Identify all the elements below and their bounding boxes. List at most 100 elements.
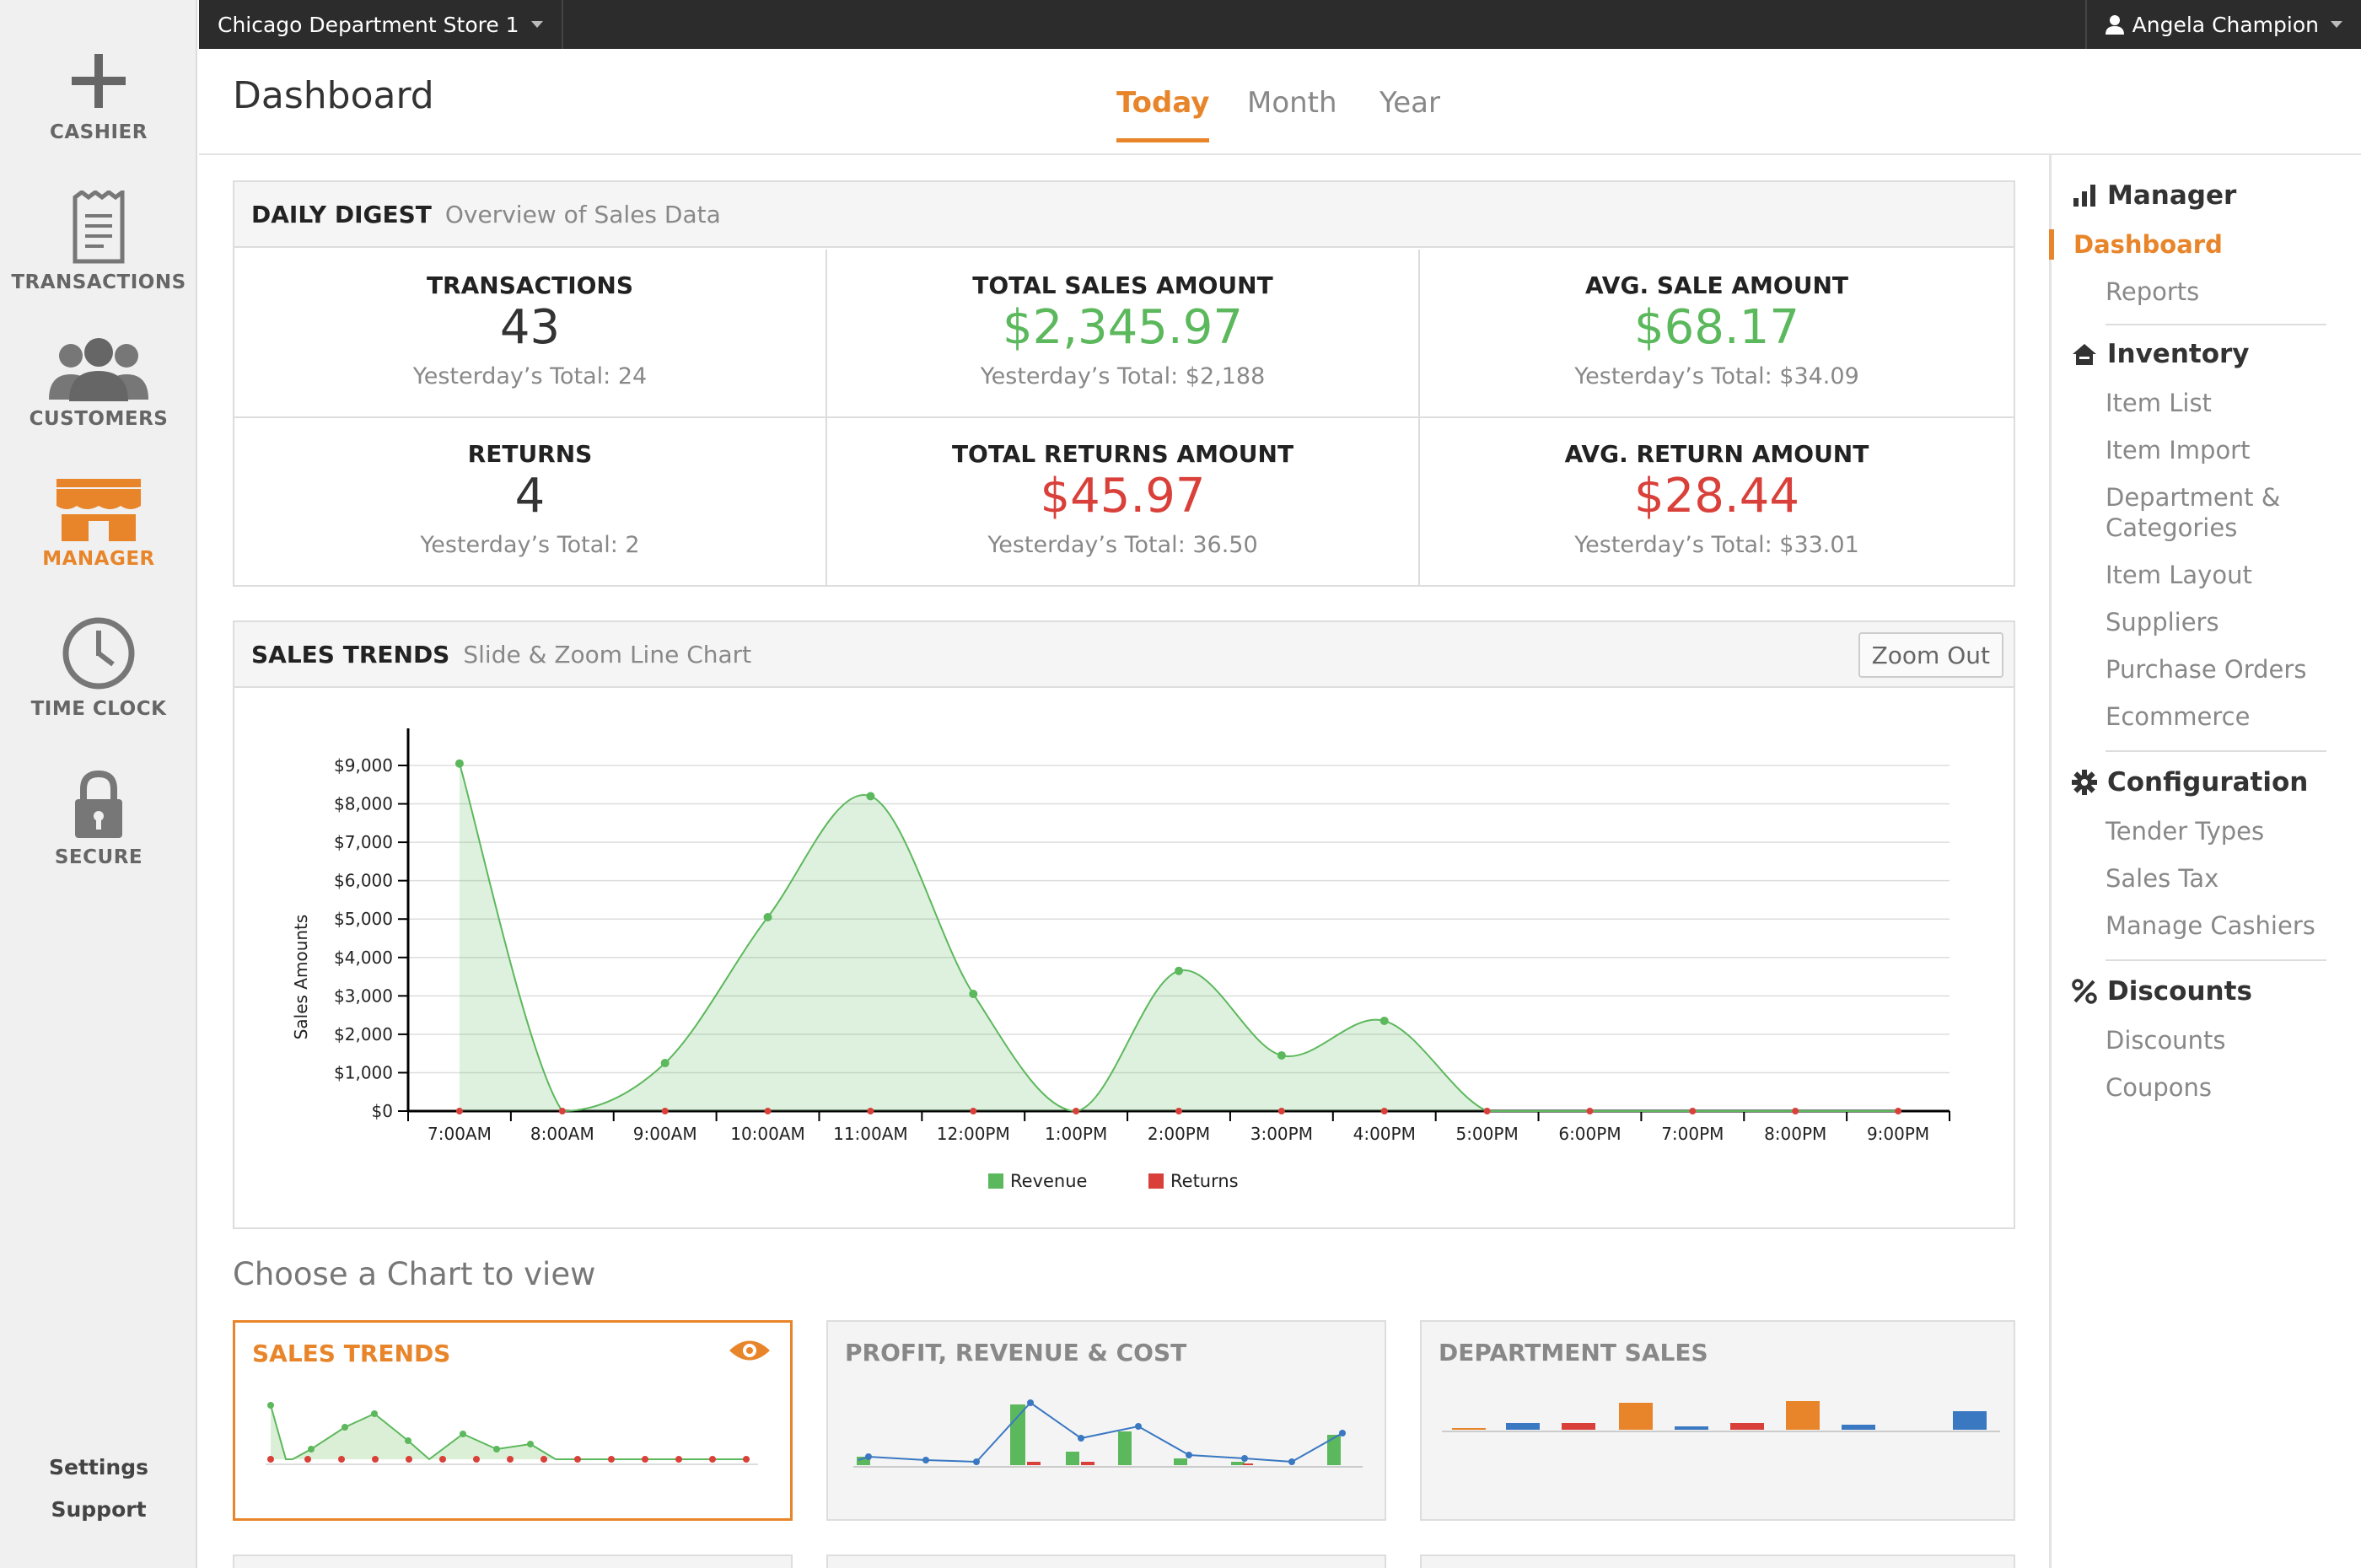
settings-link[interactable]: Settings: [48, 1455, 148, 1479]
legend-label-returns: Returns: [1170, 1171, 1239, 1191]
x-tick-label: 7:00PM: [1661, 1124, 1724, 1144]
section-discounts-title: Discounts: [2107, 976, 2252, 1007]
x-tick-label: 5:00PM: [1455, 1124, 1518, 1144]
stat-value: $45.97: [1040, 469, 1206, 524]
chart-card-sales-trends[interactable]: SALES TRENDS: [233, 1320, 793, 1521]
rs-item-manage-cashiers[interactable]: Manage Cashiers: [2106, 911, 2315, 940]
nav-time-clock-label: TIME CLOCK: [30, 698, 167, 720]
chart-card-placeholder[interactable]: [1420, 1555, 2015, 1568]
department-thumbnail: [1442, 1401, 2000, 1432]
daily-digest-header: DAILY DIGEST Overview of Sales Data: [234, 182, 2014, 248]
sales-trends-thumbnail: [266, 1402, 758, 1465]
chart-card-department-sales[interactable]: DEPARTMENT SALES: [1420, 1320, 2015, 1521]
x-tick-label: 4:00PM: [1353, 1124, 1416, 1144]
chart-picker-title: Choose a Chart to view: [233, 1256, 596, 1292]
nav-time-clock[interactable]: TIME CLOCK: [0, 615, 197, 720]
nav-transactions-label: TRANSACTIONS: [11, 271, 186, 293]
stat-yesterday: Yesterday’s Total: 2: [420, 532, 640, 558]
x-tick-label: 8:00PM: [1764, 1124, 1826, 1144]
y-tick-label: $4,000: [334, 948, 393, 968]
x-tick-label: 12:00PM: [937, 1124, 1010, 1144]
nav-transactions[interactable]: TRANSACTIONS: [0, 191, 197, 293]
percent-icon: [2072, 979, 2097, 1004]
nav-secure[interactable]: SECURE: [0, 771, 197, 868]
divider: [2106, 750, 2326, 752]
stat-value: $28.44: [1634, 469, 1799, 524]
home-icon: [2073, 344, 2096, 365]
top-bar: Chicago Department Store 1 Angela Champi…: [199, 0, 2361, 49]
divider: [2106, 324, 2326, 325]
section-discounts: Discounts: [2072, 976, 2252, 1007]
x-tick-label: 7:00AM: [428, 1124, 492, 1144]
rs-item-purchase-orders[interactable]: Purchase Orders: [2106, 655, 2307, 684]
section-manager-title: Manager: [2107, 180, 2237, 211]
revenue-point: [969, 990, 978, 999]
stat-returns: RETURNS 4 Yesterday’s Total: 2: [234, 418, 827, 587]
chart-card-placeholder[interactable]: [233, 1555, 793, 1568]
stat-total-sales: TOTAL SALES AMOUNT $2,345.97 Yesterday’s…: [827, 250, 1420, 418]
revenue-point: [866, 792, 875, 801]
rs-item-sales-tax[interactable]: Sales Tax: [2106, 864, 2219, 893]
active-indicator: [2049, 229, 2054, 260]
rs-item-ecommerce[interactable]: Ecommerce: [2106, 702, 2251, 731]
tab-year[interactable]: Year: [1379, 86, 1440, 120]
section-configuration: Configuration: [2072, 767, 2308, 797]
tab-today[interactable]: Today: [1116, 86, 1210, 142]
left-sidebar: CASHIER TRANSACTIONS CUSTOMERS MANAGER T…: [0, 0, 197, 1568]
stat-value: $2,345.97: [1002, 300, 1243, 355]
stat-value: 43: [499, 300, 561, 355]
rs-item-coupons[interactable]: Coupons: [2106, 1073, 2213, 1102]
nav-manager[interactable]: MANAGER: [0, 477, 197, 570]
stat-label: RETURNS: [467, 440, 593, 468]
stat-total-returns: TOTAL RETURNS AMOUNT $45.97 Yesterday’s …: [827, 418, 1420, 587]
eye-icon: [729, 1340, 770, 1361]
stat-label: TOTAL RETURNS AMOUNT: [951, 440, 1294, 468]
stat-value: $68.17: [1634, 300, 1799, 355]
sales-trends-panel: SALES TRENDS Slide & Zoom Line Chart Zoo…: [233, 620, 2015, 1229]
nav-manager-label: MANAGER: [42, 548, 155, 570]
rs-item-tender-types[interactable]: Tender Types: [2106, 817, 2265, 846]
revenue-point: [1379, 1016, 1389, 1025]
page-header: Dashboard Today Month Year: [199, 49, 2361, 155]
user-menu[interactable]: Angela Champion: [2084, 0, 2361, 49]
stat-label: TRANSACTIONS: [426, 271, 634, 299]
stat-yesterday: Yesterday’s Total: 24: [412, 363, 648, 389]
returns-point: [558, 1108, 566, 1114]
x-tick-label: 10:00AM: [730, 1124, 805, 1144]
rs-item-reports[interactable]: Reports: [2106, 277, 2200, 306]
rs-item-department[interactable]: Department & Categories: [2106, 482, 2280, 543]
stat-transactions: TRANSACTIONS 43 Yesterday’s Total: 24: [234, 250, 827, 418]
nav-cashier-label: CASHIER: [50, 121, 148, 143]
chevron-down-icon: [2331, 21, 2342, 28]
chart-card-profit-revenue-cost[interactable]: PROFIT, REVENUE & COST: [826, 1320, 1386, 1521]
y-tick-label: $9,000: [334, 755, 393, 776]
chart-card-placeholder[interactable]: [826, 1555, 1386, 1568]
daily-digest-title: DAILY DIGEST: [251, 200, 432, 228]
stat-yesterday: Yesterday’s Total: $34.09: [1574, 363, 1859, 389]
store-selector[interactable]: Chicago Department Store 1: [199, 0, 563, 49]
nav-cashier[interactable]: CASHIER: [0, 47, 197, 143]
rs-item-item-list[interactable]: Item List: [2106, 389, 2212, 417]
returns-point: [1073, 1108, 1080, 1114]
rs-item-dashboard[interactable]: Dashboard: [2073, 230, 2223, 259]
nav-customers[interactable]: CUSTOMERS: [0, 337, 197, 430]
section-inventory-title: Inventory: [2107, 339, 2250, 369]
sales-trends-chart[interactable]: $0 $1,000 $2,000 $3,000 $4,000 $5,000 $6,000 $7…: [234, 690, 2014, 1227]
rs-item-suppliers[interactable]: Suppliers: [2106, 608, 2219, 636]
returns-point: [455, 1108, 463, 1114]
tab-month[interactable]: Month: [1247, 86, 1337, 120]
gear-icon: [2072, 770, 2097, 795]
zoom-out-button[interactable]: Zoom Out: [1858, 632, 2003, 678]
rs-item-item-import[interactable]: Item Import: [2106, 436, 2251, 464]
store-name: Chicago Department Store 1: [218, 12, 519, 37]
revenue-point: [1175, 966, 1183, 975]
rs-item-discounts[interactable]: Discounts: [2106, 1026, 2226, 1055]
stat-avg-sale: AVG. SALE AMOUNT $68.17 Yesterday’s Tota…: [1420, 250, 2014, 418]
card-title: SALES TRENDS: [252, 1340, 451, 1367]
returns-point: [1689, 1108, 1697, 1114]
lock-icon: [75, 771, 122, 838]
support-link[interactable]: Support: [51, 1497, 147, 1522]
revenue-point: [763, 912, 772, 921]
rs-item-item-layout[interactable]: Item Layout: [2106, 561, 2252, 589]
